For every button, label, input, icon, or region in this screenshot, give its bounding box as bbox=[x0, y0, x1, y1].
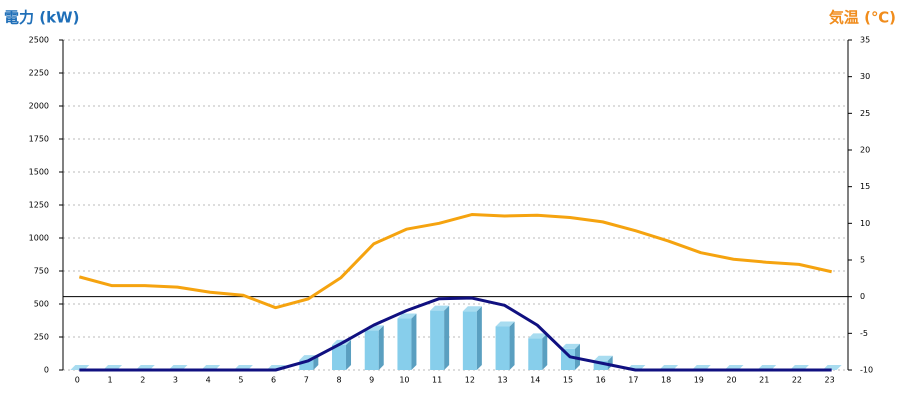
x-tick-label: 5 bbox=[238, 376, 243, 385]
x-tick-label: 2 bbox=[140, 376, 145, 385]
x-tick-label: 9 bbox=[369, 376, 374, 385]
x-tick-label: 14 bbox=[530, 376, 540, 385]
line bbox=[78, 213, 832, 310]
x-tick-label: 15 bbox=[563, 376, 573, 385]
y-tick-label: 1250 bbox=[29, 201, 49, 210]
y2-tick-label: 35 bbox=[860, 36, 870, 45]
y-tick-label: 250 bbox=[34, 333, 49, 342]
chart-title: 電力 (kW) bbox=[4, 9, 79, 27]
bar bbox=[593, 355, 613, 370]
y-tick-label: 1500 bbox=[29, 168, 49, 177]
y-tick-label: 2000 bbox=[29, 102, 49, 111]
y-tick-label: 1750 bbox=[29, 135, 49, 144]
bar bbox=[560, 343, 580, 370]
bar bbox=[430, 305, 450, 370]
x-tick-label: 22 bbox=[792, 376, 802, 385]
y2-tick-label: 0 bbox=[860, 292, 865, 301]
y2-tick-label: -5 bbox=[860, 329, 868, 338]
x-tick-label: 8 bbox=[336, 376, 341, 385]
y2-tick-label: 25 bbox=[860, 109, 870, 118]
x-tick-label: 13 bbox=[497, 376, 507, 385]
y2-tick-label: 30 bbox=[860, 72, 870, 81]
x-tick-label: 7 bbox=[304, 376, 309, 385]
x-tick-label: 12 bbox=[465, 376, 475, 385]
y-tick-label: 1000 bbox=[29, 234, 49, 243]
y-tick-label: 0 bbox=[44, 366, 49, 375]
bar bbox=[495, 321, 515, 370]
bar bbox=[364, 325, 384, 370]
x-tick-label: 6 bbox=[271, 376, 276, 385]
x-tick-label: 1 bbox=[108, 376, 113, 385]
x-tick-label: 16 bbox=[596, 376, 606, 385]
x-tick-label: 21 bbox=[759, 376, 769, 385]
y-tick-label: 2250 bbox=[29, 69, 49, 78]
y2-tick-label: 20 bbox=[860, 146, 870, 155]
line bbox=[79, 296, 832, 372]
y-tick-label: 750 bbox=[34, 267, 49, 276]
y2-title: 気温 (℃) bbox=[829, 9, 896, 27]
x-tick-label: 11 bbox=[432, 376, 442, 385]
x-tick-label: 20 bbox=[726, 376, 736, 385]
y2-tick-label: -10 bbox=[860, 366, 873, 375]
x-tick-label: 3 bbox=[173, 376, 178, 385]
bar bbox=[462, 306, 482, 370]
y-tick-label: 500 bbox=[34, 300, 49, 309]
bar bbox=[528, 333, 548, 370]
y2-tick-label: 5 bbox=[860, 256, 865, 265]
x-tick-label: 17 bbox=[628, 376, 638, 385]
x-tick-label: 4 bbox=[206, 376, 211, 385]
x-tick-label: 0 bbox=[75, 376, 80, 385]
x-tick-label: 18 bbox=[661, 376, 671, 385]
bar bbox=[397, 313, 417, 370]
y2-tick-label: 10 bbox=[860, 219, 870, 228]
y2-tick-label: 15 bbox=[860, 182, 870, 191]
x-tick-label: 23 bbox=[825, 376, 835, 385]
y-tick-label: 2500 bbox=[29, 36, 49, 45]
x-tick-label: 19 bbox=[694, 376, 704, 385]
x-tick-label: 10 bbox=[399, 376, 409, 385]
